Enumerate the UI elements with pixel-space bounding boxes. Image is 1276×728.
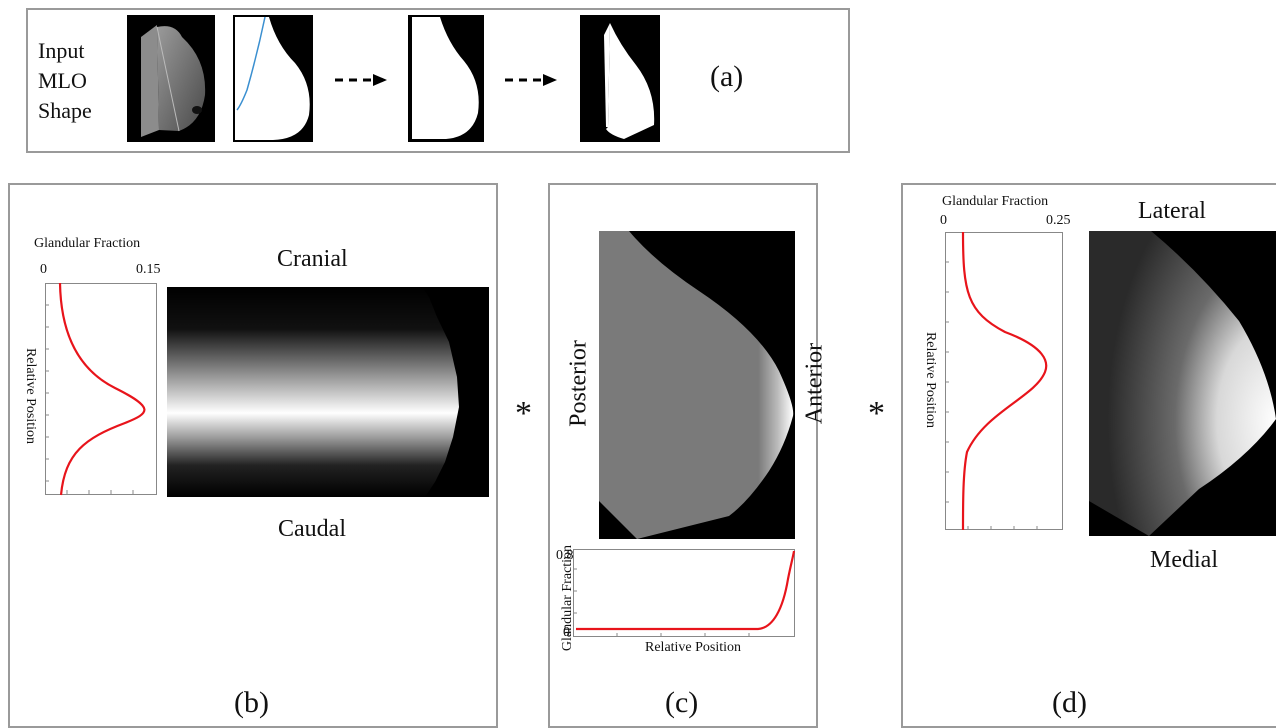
panel-a-letter: (a) <box>710 60 744 93</box>
panel-c-gf-curve-chart <box>573 549 796 637</box>
panel-b-chart-title: Glandular Fraction <box>34 236 141 251</box>
panel-d-chart-title: Glandular Fraction <box>942 194 1049 209</box>
input-label-line-1: Input <box>38 38 85 63</box>
binary-mask-image <box>408 15 484 142</box>
panel-c-gradient-map <box>599 231 795 539</box>
rotated-mask-image <box>580 15 660 142</box>
input-label-line-3: Shape <box>38 98 92 123</box>
panel-b-gf-curve-chart <box>45 282 157 496</box>
panel-b-tick-min: 0 <box>40 262 47 277</box>
panel-d-ylabel: Relative Position <box>923 331 938 429</box>
panel-a-frame <box>26 8 850 153</box>
panel-d-gradient-map <box>1089 231 1276 536</box>
arrow-right-icon <box>505 74 557 86</box>
panel-c-right-label: Anterior <box>801 342 828 425</box>
panel-d-tick-min: 0 <box>940 213 947 228</box>
breast-mesh-3d-image <box>127 15 215 142</box>
panel-c-tick-bottom: 0 <box>563 625 570 640</box>
panel-d-bottom-label: Medial <box>1150 547 1218 573</box>
panel-b-bottom-label: Caudal <box>278 516 346 542</box>
panel-c-tick-top: 0.8 <box>556 548 574 563</box>
panel-c-ylabel: Glandular Fraction <box>560 544 575 652</box>
panel-c-xlabel: Relative Position <box>645 640 742 655</box>
convolution-operator-1: * <box>515 395 532 432</box>
panel-b-tick-max: 0.15 <box>136 262 161 277</box>
mlo-silhouette-with-line <box>233 15 313 142</box>
input-label-line-2: MLO <box>38 68 87 93</box>
panel-d-tick-max: 0.25 <box>1046 213 1071 228</box>
panel-b-gradient-map <box>167 287 489 497</box>
panel-d-gf-curve-chart <box>945 231 1063 531</box>
panel-b-ylabel: Relative Position <box>23 347 38 445</box>
panel-b-top-label: Cranial <box>277 246 348 272</box>
panel-d-top-label: Lateral <box>1138 198 1206 224</box>
panel-c-left-label: Posterior <box>565 340 592 427</box>
panel-b-letter: (b) <box>234 686 269 719</box>
panel-c-letter: (c) <box>665 686 699 719</box>
panel-d-letter: (d) <box>1052 686 1087 719</box>
arrow-right-icon <box>335 74 387 86</box>
convolution-operator-2: * <box>868 395 885 432</box>
